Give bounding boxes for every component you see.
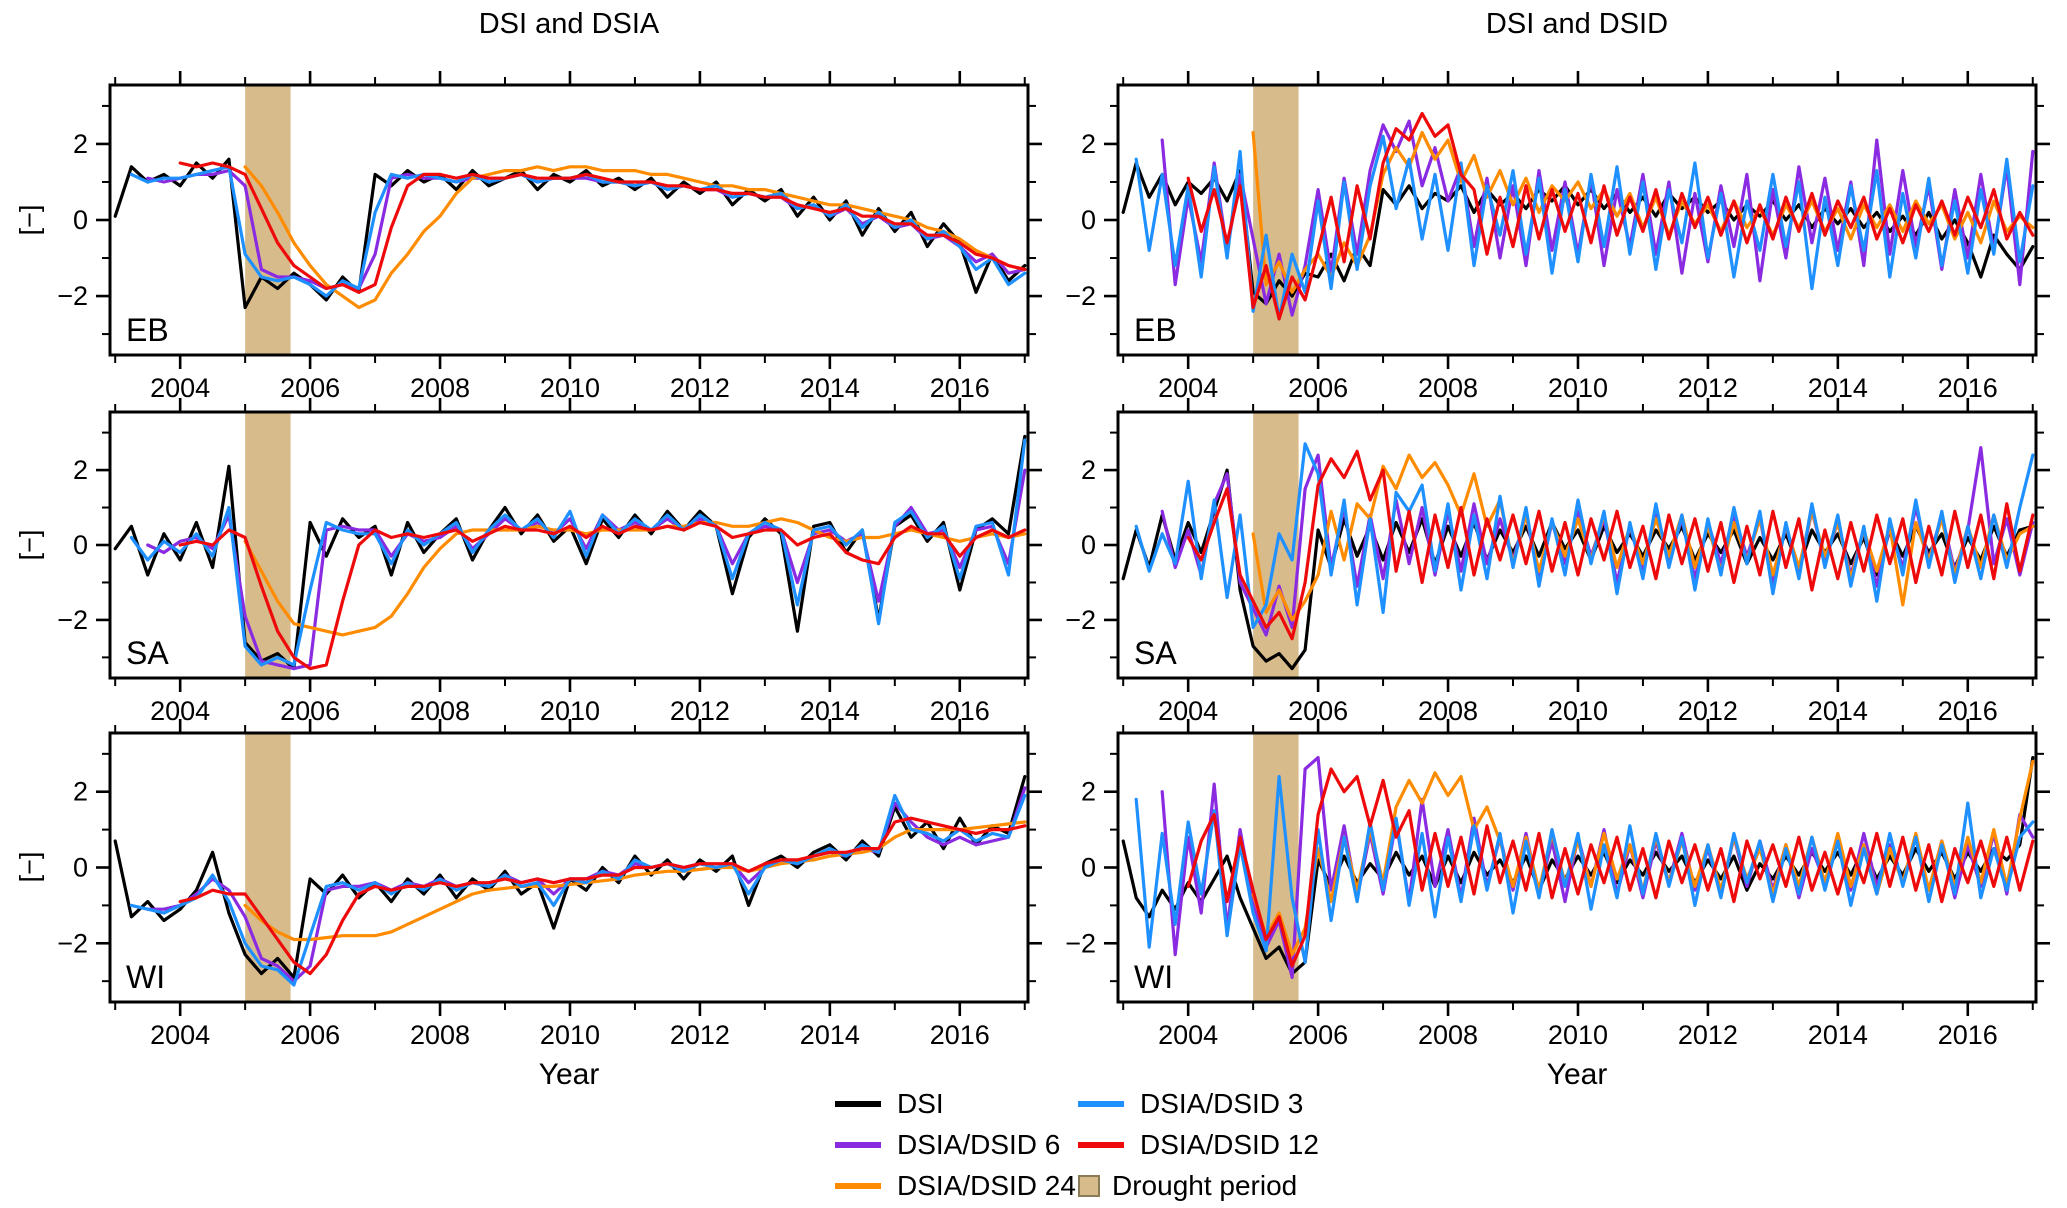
panel-WI-left: 2004 2006 2008 2010 2012 2014 2016 −2 0 2 WI bbox=[57, 719, 1042, 1050]
series-line-dsid-12 bbox=[1186, 111, 2035, 321]
panel-row-label: EB bbox=[1134, 312, 1177, 348]
panel-WI-right: 2004 2006 2008 2010 2012 2014 2016 −2 0 2 WI bbox=[1065, 719, 2050, 1050]
x-tick-label: 2016 bbox=[1938, 1020, 1998, 1050]
series-line-dsid-3 bbox=[1134, 442, 2035, 630]
x-tick-label: 2006 bbox=[1288, 1020, 1348, 1050]
legend-item-dsia-dsid-6: DSIA/DSID 6 bbox=[835, 1129, 1060, 1161]
series-line-dsia-12 bbox=[178, 816, 1027, 976]
y-tick-label: 2 bbox=[1081, 455, 1096, 485]
y-tick-label: 0 bbox=[1081, 205, 1096, 235]
panel-row-label: SA bbox=[1134, 635, 1177, 671]
legend-item-drought-period: Drought period bbox=[1078, 1170, 1297, 1202]
y-tick-label: 0 bbox=[1081, 530, 1096, 560]
left-column-title: DSI and DSIA bbox=[478, 8, 660, 40]
series-line-dsid-24 bbox=[1251, 453, 2035, 622]
panel-frame bbox=[108, 410, 1030, 680]
y-tick-label: −2 bbox=[57, 928, 88, 958]
legend-item-dsia-dsid-3: DSIA/DSID 3 bbox=[1078, 1088, 1303, 1120]
x-tick-label: 2012 bbox=[670, 1020, 730, 1050]
y-tick-label: −2 bbox=[1065, 605, 1096, 635]
y-tick-label: −2 bbox=[1065, 281, 1096, 311]
panel-row-label: SA bbox=[126, 635, 169, 671]
legend-item-dsia-dsid-24: DSIA/DSID 24 bbox=[835, 1170, 1076, 1202]
y-tick-label: −2 bbox=[57, 281, 88, 311]
series-line-dsia-3 bbox=[129, 793, 1027, 987]
y-tick-label: 2 bbox=[73, 129, 88, 159]
series-line-dsid-24 bbox=[1251, 130, 2035, 294]
panel-frame bbox=[108, 83, 1030, 357]
x-tick-label: 2008 bbox=[410, 1020, 470, 1050]
x-axis-label-right: Year bbox=[1546, 1058, 1608, 1091]
x-tick-label: 2006 bbox=[280, 1020, 340, 1050]
panel-frame bbox=[1116, 731, 2038, 1004]
legend-label: DSIA/DSID 24 bbox=[897, 1170, 1076, 1201]
series-line-dsid-12 bbox=[1186, 449, 2035, 641]
right-column-title: DSI and DSID bbox=[1485, 8, 1669, 40]
y-tick-label: −2 bbox=[1065, 928, 1096, 958]
series-line-dsia-24 bbox=[243, 165, 1027, 310]
y-tick-label: 0 bbox=[1081, 853, 1096, 883]
panel-frame bbox=[108, 731, 1030, 1004]
panel-row-label: WI bbox=[1134, 959, 1173, 995]
series-line-dsia-24 bbox=[243, 517, 1027, 637]
x-tick-label: 2008 bbox=[1418, 1020, 1478, 1050]
x-tick-label: 2014 bbox=[1808, 1020, 1868, 1050]
legend-label: DSIA/DSID 6 bbox=[897, 1129, 1061, 1160]
series-line-dsid-12 bbox=[1186, 767, 2035, 968]
legend-label: DSI bbox=[897, 1088, 944, 1119]
y-tick-label: 0 bbox=[73, 530, 88, 560]
y-tick-label: 0 bbox=[73, 205, 88, 235]
x-tick-label: 2012 bbox=[1678, 1020, 1738, 1050]
y-tick-label: 2 bbox=[1081, 777, 1096, 807]
line-swatch-icon bbox=[835, 1183, 881, 1189]
series-line-dsid-24 bbox=[1251, 759, 2035, 957]
series-line-dsia-12 bbox=[178, 161, 1027, 294]
x-tick-label: 2016 bbox=[930, 1020, 990, 1050]
panel-frame bbox=[1116, 410, 2038, 680]
series-line-dsid-6 bbox=[1160, 119, 2035, 317]
line-swatch-icon bbox=[835, 1101, 881, 1107]
y-tick-label: 2 bbox=[73, 777, 88, 807]
line-swatch-icon bbox=[835, 1142, 881, 1148]
drought-band bbox=[245, 733, 291, 1002]
y-tick-label: 2 bbox=[73, 455, 88, 485]
legend-label: Drought period bbox=[1112, 1170, 1298, 1201]
legend-label: DSIA/DSID 3 bbox=[1140, 1088, 1304, 1119]
legend-item-dsi: DSI bbox=[835, 1088, 944, 1120]
x-tick-label: 2010 bbox=[1548, 1020, 1608, 1050]
line-swatch-icon bbox=[1078, 1142, 1124, 1148]
x-tick-label: 2010 bbox=[540, 1020, 600, 1050]
series-line-dsia-24 bbox=[243, 820, 1027, 942]
panel-row-label: WI bbox=[126, 959, 165, 995]
x-tick-label: 2004 bbox=[150, 1020, 210, 1050]
panel-row-label: EB bbox=[126, 312, 169, 348]
line-swatch-icon bbox=[1078, 1101, 1124, 1107]
y-tick-label: 2 bbox=[1081, 129, 1096, 159]
legend-label: DSIA/DSID 12 bbox=[1140, 1129, 1319, 1160]
series-line-dsia-6 bbox=[146, 468, 1027, 671]
panel-frame bbox=[1116, 83, 2038, 357]
x-axis-label-left: Year bbox=[538, 1058, 600, 1091]
x-tick-label: 2004 bbox=[1158, 1020, 1218, 1050]
drought-period-swatch-icon bbox=[1078, 1175, 1100, 1197]
y-tick-label: −2 bbox=[57, 605, 88, 635]
series-line-dsia-12 bbox=[178, 520, 1027, 671]
x-tick-label: 2014 bbox=[800, 1020, 860, 1050]
y-tick-label: 0 bbox=[73, 853, 88, 883]
legend-item-dsia-dsid-12: DSIA/DSID 12 bbox=[1078, 1129, 1319, 1161]
